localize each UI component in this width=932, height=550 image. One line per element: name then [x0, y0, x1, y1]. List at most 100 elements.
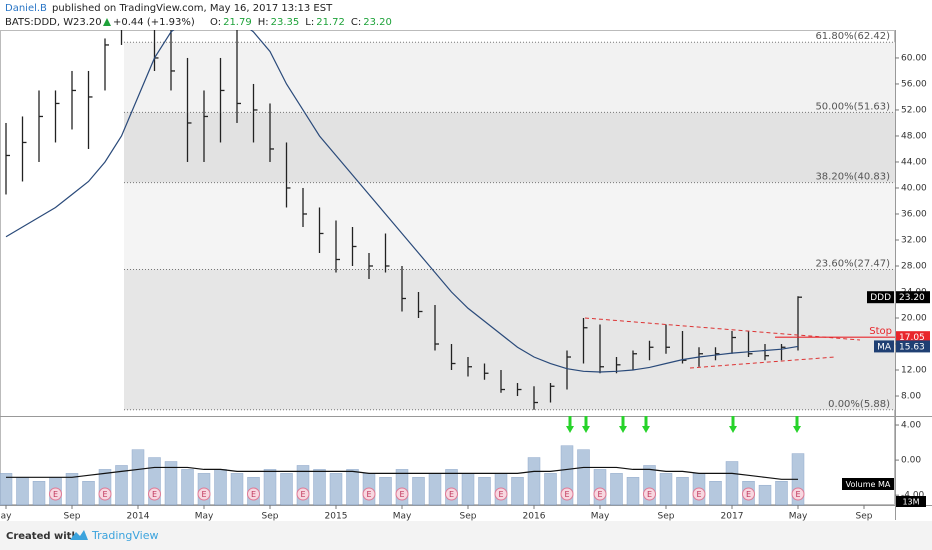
osc-tick-label: 0.00 [901, 456, 921, 466]
earnings-label: E [366, 490, 371, 499]
volume-bar [725, 461, 739, 506]
x-tick-label: 2016 [523, 512, 546, 522]
earnings-marker [791, 487, 805, 501]
x-tick-label: 2017 [721, 512, 744, 522]
earnings-marker [49, 487, 62, 501]
volume-ma-line [6, 466, 798, 480]
volume-bar [313, 469, 326, 506]
volume-bar [263, 469, 277, 506]
tv-logo [70, 530, 88, 540]
earnings-label: E [53, 490, 58, 499]
volume-bar [379, 477, 392, 506]
earnings-marker [362, 487, 376, 501]
volume-bar [709, 481, 722, 506]
annotation-arrow [793, 416, 801, 433]
ohlc-value: 23.20 [363, 17, 392, 28]
volume-bar [676, 477, 689, 506]
earnings-marker [445, 487, 458, 501]
price-label-value: 15.63 [899, 342, 925, 352]
earnings-label: E [251, 490, 256, 499]
volume-scale-box [896, 496, 926, 507]
y-tick-label: 8.00 [901, 392, 921, 402]
ohlc-value: 21.79 [223, 17, 252, 28]
volume-ma-legend-box [842, 478, 894, 490]
y-tick-label: 20.00 [901, 314, 927, 324]
price-label-name: DDD [870, 293, 891, 303]
fib-band [124, 182, 895, 270]
x-tick-label: May [195, 512, 214, 522]
x-tick-label: Sep [64, 512, 81, 522]
fib-label: 23.60%(27.47) [815, 258, 890, 269]
volume-bar [181, 469, 194, 506]
price-label-name-box [874, 340, 894, 353]
volume-bar [32, 481, 46, 506]
price-label-name: Stop [869, 326, 892, 337]
volume-bar [164, 461, 178, 506]
volume-bar [544, 473, 557, 506]
published: published on TradingView.com, May 16, 20… [52, 3, 333, 14]
volume-bar [280, 473, 293, 506]
fib-label: 50.00%(51.63) [815, 101, 890, 112]
earnings-label: E [201, 490, 206, 499]
volume-bar [610, 473, 623, 506]
fib-label: 38.20%(40.83) [815, 172, 890, 183]
earnings-label: E [102, 490, 107, 499]
x-tick-label: ay [1, 512, 13, 522]
earnings-marker [643, 487, 656, 501]
ohlc-key: O: [210, 17, 221, 28]
volume-bar [775, 481, 788, 506]
fib-band [124, 269, 895, 410]
annotation-arrow [619, 416, 627, 433]
volume-bar [478, 477, 491, 506]
volume-bar [428, 473, 442, 506]
y-tick-label: 44.00 [901, 157, 927, 167]
x-tick-label: Sep [262, 512, 279, 522]
author: Daniel.B [5, 3, 47, 14]
earnings-marker [395, 487, 409, 501]
annotation-arrow [582, 416, 590, 433]
trendline-upper [584, 317, 861, 341]
x-tick-label: 2014 [127, 512, 150, 522]
annotation-arrow [566, 416, 574, 433]
y-tick-label: 32.00 [901, 235, 927, 245]
earnings-label: E [152, 490, 157, 499]
volume-bar [346, 469, 359, 506]
volume-bar [527, 457, 541, 506]
x-tick-label: 2015 [325, 512, 348, 522]
earnings-label: E [795, 490, 800, 499]
volume-bar [115, 465, 128, 506]
axes: 8.0012.0016.0020.0024.0028.0032.0036.004… [1, 53, 927, 521]
price-label-box [896, 340, 930, 353]
footer-text: Created with [6, 531, 79, 542]
earnings-label: E [300, 490, 305, 499]
price-label-name: MA [877, 342, 892, 352]
volume-bar [758, 484, 772, 506]
earnings-label: E [696, 490, 701, 499]
earnings-marker [197, 487, 211, 501]
volume-bar [16, 477, 29, 506]
volume-bar [626, 477, 640, 506]
y-tick-label: 52.00 [901, 105, 927, 115]
earnings-marker [692, 487, 706, 501]
volume-bar [659, 473, 673, 506]
y-tick-label: 48.00 [901, 131, 927, 141]
change: +0.44 (+1.93%) [113, 17, 195, 28]
footer-brand: TradingView [91, 529, 158, 542]
osc-tick-label: -4.00 [901, 491, 925, 501]
annotation-arrow [729, 416, 737, 433]
price-plot [5, 30, 802, 410]
volume-ma-legend: Volume MA [846, 480, 891, 489]
earnings-label: E [564, 490, 569, 499]
fib-layer: 61.80%(62.42) 50.00%(51.63) 38.20%(40.83) 2… [124, 31, 895, 411]
ohlc-value: 23.35 [271, 17, 300, 28]
volume-bar [131, 449, 145, 506]
earnings-marker [148, 487, 161, 501]
volume-bar [511, 477, 524, 506]
last-price: 23.20 [73, 17, 102, 28]
volume-bar [577, 449, 590, 506]
volume-scale-label: 13M [902, 498, 919, 507]
x-tick-label: May [591, 512, 610, 522]
earnings-marker [296, 487, 310, 501]
